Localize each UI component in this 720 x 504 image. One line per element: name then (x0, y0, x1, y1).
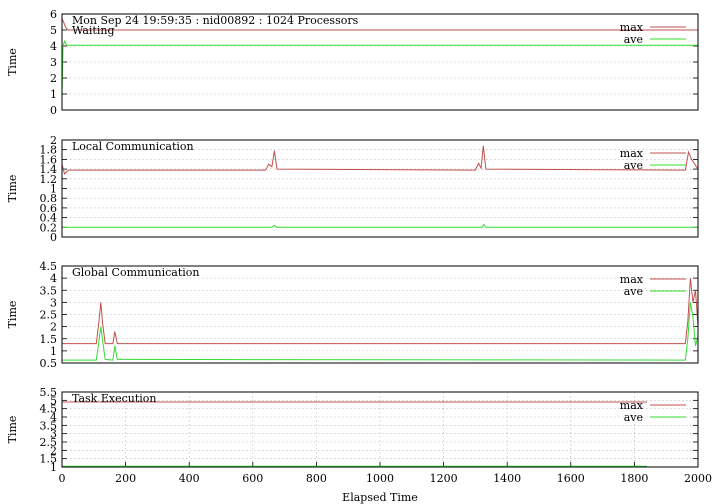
y-tick-label: 4 (50, 411, 57, 424)
y-tick-label: 2 (50, 321, 57, 334)
y-tick-label: 3.5 (40, 284, 58, 297)
x-tick-label: 2000 (684, 472, 712, 485)
x-tick-label: 1600 (557, 472, 585, 485)
x-tick-label: 400 (179, 472, 200, 485)
y-axis-label: Time (6, 301, 19, 329)
y-tick-label: 2.5 (40, 309, 58, 322)
y-tick-label: 4 (50, 272, 57, 285)
chart-panel-0: 0 1 2 3 4 5 6 Mon Sep 24 19:59:35 : nid00892 : … (6, 8, 699, 117)
chart-panel-3: 11.522.533.544.555.5 0 200 400 600 800 1000 120… (6, 386, 712, 504)
x-tick-label: 0 (59, 472, 66, 485)
series-line-max (61, 145, 699, 175)
x-tick-label: 1800 (620, 472, 648, 485)
panel-title: Global Communication (72, 266, 200, 279)
legend-label-ave: ave (624, 159, 643, 172)
legend-label-max: max (620, 147, 644, 160)
y-tick-label: 1.2 (40, 173, 58, 186)
plot-frame (61, 265, 699, 364)
x-axis-label: Elapsed Time (342, 491, 418, 504)
legend-label-ave: ave (624, 285, 643, 298)
x-tick-label: 1200 (430, 472, 458, 485)
series-line-ave (62, 302, 699, 361)
y-axis-label: Time (6, 416, 19, 444)
chart-panel-1: 00.20.40.60.811.21.41.61.82 Local Communi… (6, 134, 699, 244)
legend-label-ave: ave (624, 33, 643, 46)
legend-label-max: max (620, 399, 644, 412)
x-tick-label: 1400 (493, 472, 521, 485)
y-tick-label: 3 (50, 56, 57, 69)
series-line-max (61, 18, 698, 31)
y-tick-label: 1 (50, 461, 57, 474)
series-line-ave (61, 39, 698, 98)
y-tick-label: 2 (50, 72, 57, 85)
y-tick-label: 0.2 (40, 221, 58, 234)
series-line-max (62, 278, 699, 345)
x-tick-label: 200 (115, 472, 136, 485)
y-tick-label: 4 (50, 40, 57, 53)
y-tick-label: 2 (50, 444, 57, 457)
series-line-ave (62, 223, 698, 228)
y-tick-label: 1 (50, 345, 57, 358)
y-tick-label: 0 (50, 104, 57, 117)
y-tick-label: 4.5 (40, 403, 58, 416)
y-tick-label: 1 (50, 183, 57, 196)
y-tick-label: 0.8 (40, 192, 58, 205)
y-tick-label: 3 (50, 428, 57, 441)
y-tick-label: 5 (50, 394, 57, 407)
x-tick-label: 600 (242, 472, 263, 485)
y-tick-label: 5 (50, 24, 57, 37)
y-tick-label: 1 (50, 88, 57, 101)
y-axis-label: Time (6, 48, 19, 76)
y-tick-label: 1.4 (40, 163, 58, 176)
chart-panel-2: 0.511.522.533.544.5 Global Communication T… (6, 260, 699, 370)
y-tick-label: 0.5 (40, 357, 58, 370)
y-tick-label: 2.5 (40, 436, 58, 449)
y-tick-label: 0 (50, 231, 57, 244)
panel-subtitle: Waiting (72, 24, 115, 37)
y-tick-label: 1.8 (40, 144, 58, 157)
y-tick-label: 0.4 (40, 212, 58, 225)
panel-title: Task Execution (72, 392, 156, 405)
legend-label-max: max (620, 21, 644, 34)
y-tick-label: 3 (50, 296, 57, 309)
y-tick-label: 1.5 (40, 453, 58, 466)
y-tick-label: 6 (50, 8, 57, 21)
y-tick-label: 5.5 (40, 386, 58, 399)
y-tick-label: 4.5 (40, 260, 58, 273)
panel-title: Local Communication (72, 140, 194, 153)
plot-frame (61, 391, 699, 468)
y-tick-label: 1.6 (40, 153, 58, 166)
y-tick-label: 3.5 (40, 419, 58, 432)
plot-frame (61, 139, 699, 238)
y-axis-label: Time (6, 175, 19, 203)
y-tick-label: 2 (50, 134, 57, 147)
y-tick-label: 1.5 (40, 333, 58, 346)
x-tick-label: 1000 (366, 472, 394, 485)
panel-title: Mon Sep 24 19:59:35 : nid00892 : 1024 Pr… (72, 14, 359, 27)
x-tick-label: 800 (306, 472, 327, 485)
plot-frame (61, 13, 699, 111)
y-tick-label: 0.6 (40, 202, 58, 215)
legend-label-max: max (620, 273, 644, 286)
legend-label-ave: ave (624, 411, 643, 424)
